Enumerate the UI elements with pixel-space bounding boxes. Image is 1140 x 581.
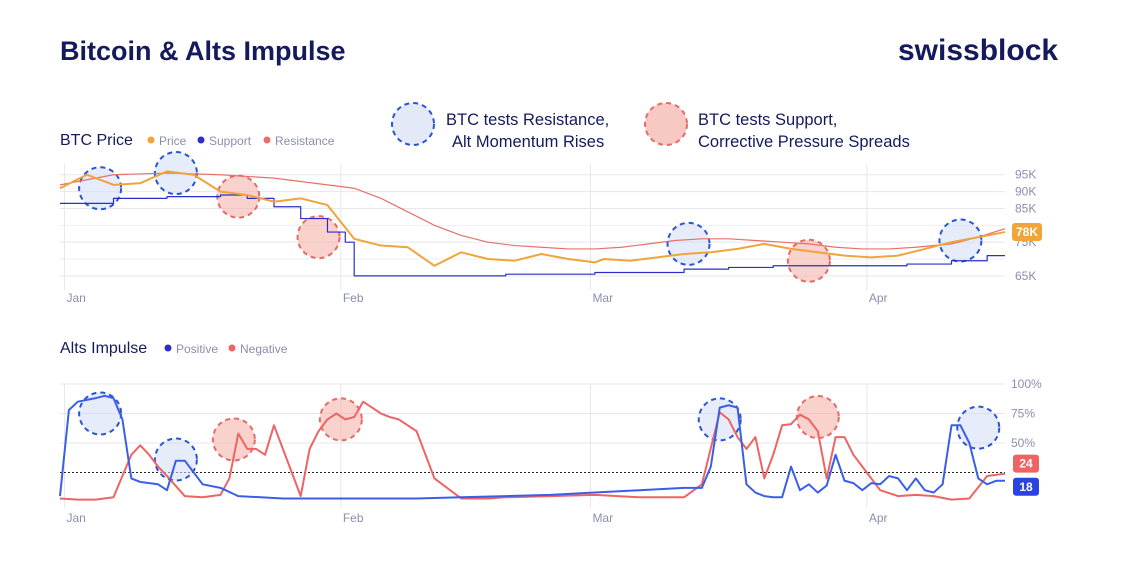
last-price-badge <box>1012 223 1042 242</box>
support-test-circle <box>211 417 256 462</box>
resistance-test-circle <box>153 437 198 482</box>
negative-end-label: 24 <box>1019 457 1033 471</box>
support-note-line2: Corrective Pressure Spreads <box>698 133 910 151</box>
btc-x-tick-label: Feb <box>343 291 364 305</box>
blue-circle-legend-icon <box>391 102 435 146</box>
positive-legend-label: Positive <box>176 342 218 356</box>
price-series-line <box>59 170 1006 267</box>
price-legend-dot-icon <box>147 136 155 144</box>
btc-y-tick-label: 95K <box>1015 168 1036 182</box>
support-legend-label: Support <box>209 134 252 148</box>
brand-logo: swissblock <box>898 34 1059 67</box>
negative-legend-label: Negative <box>240 342 288 356</box>
resistance-note-line2: Alt Momentum Rises <box>452 133 604 151</box>
support-series-line <box>60 194 1005 277</box>
red-circle-legend-icon <box>644 102 688 146</box>
btc-x-tick-label: Mar <box>592 291 613 305</box>
legend-annotations: BTC tests Resistance, Alt Momentum Rises… <box>391 102 910 151</box>
page-title: Bitcoin & Alts Impulse <box>60 36 346 66</box>
positive-legend-dot-icon <box>164 344 172 352</box>
resistance-test-circle <box>78 391 123 436</box>
negative-series-line <box>59 400 1006 501</box>
alts-impulse-panel: 100% 75% 50% Jan Feb Mar Apr 24 18 <box>59 377 1042 525</box>
btc-y-tick-label: 65K <box>1015 269 1036 283</box>
resistance-test-circle <box>666 221 711 266</box>
alts-y-tick-label: 75% <box>1011 407 1035 421</box>
resistance-test-circle <box>78 166 123 211</box>
resistance-test-circle <box>697 397 742 442</box>
btc-x-tick-label: Apr <box>869 291 888 305</box>
positive-end-label: 18 <box>1019 480 1033 494</box>
btc-y-tick-label: 85K <box>1015 201 1036 215</box>
btc-x-tick-label: Jan <box>66 291 85 305</box>
alts-x-tick-label: Mar <box>592 511 613 525</box>
alts-y-tick-label: 50% <box>1011 436 1035 450</box>
support-note-line1: BTC tests Support, <box>698 111 837 129</box>
support-legend-dot-icon <box>197 136 205 144</box>
negative-end-badge <box>1013 454 1039 473</box>
support-test-circle <box>296 215 341 260</box>
btc-panel-title: BTC Price <box>60 132 133 149</box>
btc-y-tick-label: 90K <box>1015 185 1036 199</box>
resistance-test-circle <box>956 405 1001 450</box>
support-test-circle <box>318 397 363 442</box>
alts-x-tick-label: Feb <box>343 511 364 525</box>
positive-series-line <box>59 394 1005 500</box>
alts-y-tick-label: 100% <box>1011 377 1042 391</box>
resistance-legend-label: Resistance <box>275 134 335 148</box>
resistance-note-line1: BTC tests Resistance, <box>446 111 609 129</box>
positive-end-badge <box>1013 477 1039 496</box>
negative-legend-dot-icon <box>228 344 236 352</box>
alts-legend: Positive Negative <box>164 342 288 356</box>
alts-panel-title: Alts Impulse <box>60 340 147 357</box>
price-legend-label: Price <box>159 134 187 148</box>
alts-x-tick-label: Jan <box>66 511 85 525</box>
resistance-series-line <box>59 172 1006 250</box>
alts-x-tick-label: Apr <box>869 511 888 525</box>
resistance-legend-dot-icon <box>263 136 271 144</box>
last-price-label: 78K <box>1016 225 1038 239</box>
btc-legend: Price Support Resistance <box>147 134 335 148</box>
